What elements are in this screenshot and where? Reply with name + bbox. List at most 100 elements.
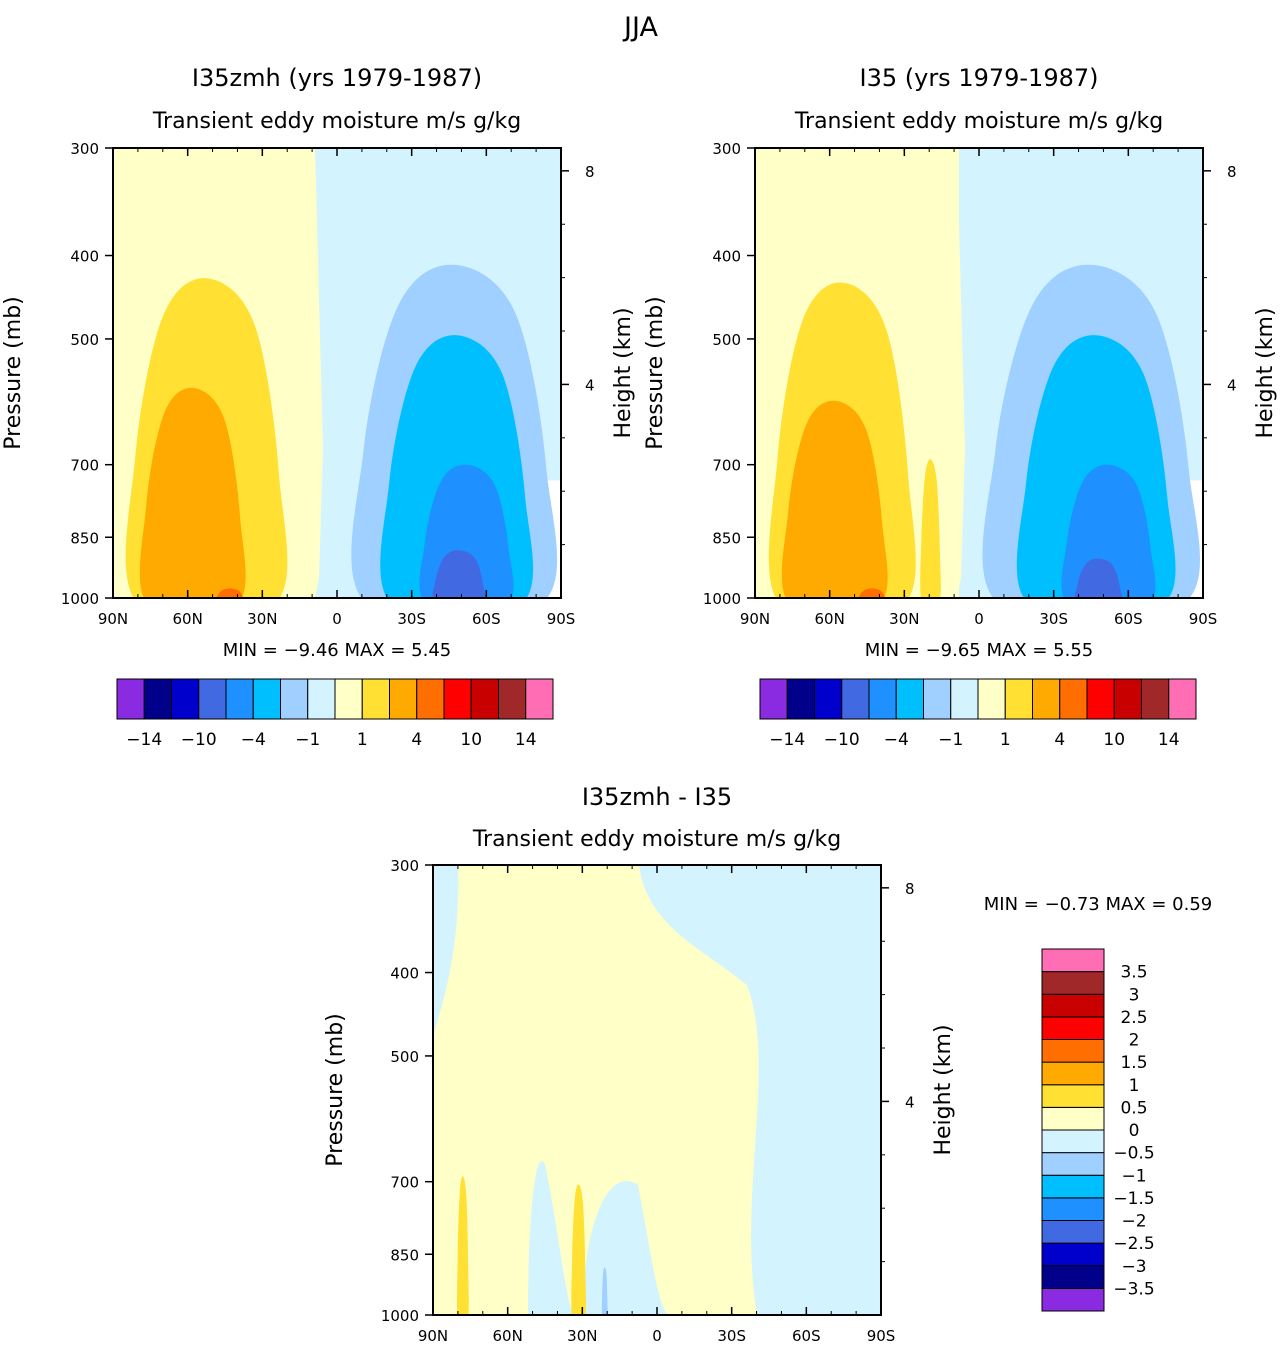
y2-tick-label: 4 [905,1093,915,1111]
colorbar-swatch [198,678,227,720]
min-max-label: MIN = −9.46 MAX = 5.45 [223,640,452,661]
colorbar-label: 2 [1129,1031,1140,1051]
contour-region-2 [216,588,244,598]
colorbar: −14 −10 −4 −1 1 4 10 14 [116,678,554,750]
y2-tick-label: 8 [585,163,595,181]
colorbar-swatch [841,678,870,720]
contour-field [433,865,881,1315]
x-tick-label: 60S [472,610,501,628]
colorbar-swatch [1041,1174,1105,1199]
colorbar-swatch [759,678,788,720]
chart-panel-2: 90N 60N 30N 0 30S 60S 90S 300 400 500 700 850 1000 4 8… [643,64,1278,750]
x-tick-label: 30N [889,610,919,628]
y-axis-label: Pressure (mb) [323,1013,348,1167]
colorbar-swatch [1113,678,1142,720]
y2-axis-label: Height (km) [611,307,636,438]
min-value: −0.73 [1039,894,1100,915]
contour-region-1 [571,1184,586,1315]
colorbar-label: 0.5 [1120,1098,1147,1118]
x-tick-label: 60N [493,1327,523,1345]
x-tick-label: 90N [740,610,770,628]
colorbar-swatch [361,678,390,720]
contour-region-1 [139,387,246,598]
max-value: 5.55 [1047,640,1093,661]
x-tick-label: 30S [397,610,426,628]
colorbar-label: −2 [1121,1212,1146,1232]
colorbar-swatch [1141,678,1170,720]
chart-title: I35zmh (yrs 1979-1987) [192,64,482,92]
colorbar-swatch [416,678,445,720]
x-tick-label: 30N [247,610,277,628]
x-tick-label: 90S [867,1327,896,1345]
y-tick-label: 400 [390,965,419,983]
y-tick-label: 300 [70,140,99,158]
y-tick-label: 400 [70,248,99,266]
y-tick-label: 850 [390,1246,419,1264]
colorbar-swatch [307,678,336,720]
colorbar-swatch [116,678,145,720]
colorbar-swatch [923,678,952,720]
colorbar-swatch [498,678,527,720]
colorbar-label: 1 [1129,1076,1140,1096]
colorbar-label: −14 [769,730,805,750]
colorbar-swatch [977,678,1006,720]
colorbar-label: −4 [241,730,266,750]
x-tick-label: 0 [332,610,342,628]
colorbar-swatch [895,678,924,720]
colorbar-label: 1 [357,730,368,750]
colorbar-swatch [252,678,281,720]
colorbar-swatch [1032,678,1061,720]
colorbar-label: 0 [1129,1121,1140,1141]
x-tick-label: 30N [567,1327,597,1345]
x-tick-label: 90N [418,1327,448,1345]
colorbar-swatch [1041,1197,1105,1221]
y-tick-label: 850 [712,529,741,547]
colorbar-label: 4 [1054,730,1065,750]
contour-field [113,148,561,598]
y2-axis-label: Height (km) [1253,307,1278,438]
colorbar-swatch [1168,678,1197,720]
region-negative-band [528,1160,573,1315]
y-tick-label: 300 [712,140,741,158]
region-negative [639,865,881,1315]
colorbar-swatch [1041,1287,1105,1312]
min-label: MIN = [865,640,920,661]
colorbar-label: 14 [1158,730,1180,750]
colorbar-swatch [1041,1084,1105,1108]
max-label: MAX = [1100,894,1167,915]
y-tick-label: 700 [70,457,99,475]
x-tick-label: 30S [717,1327,746,1345]
x-tick-label: 90S [1189,610,1218,628]
contour-field [755,148,1203,598]
min-max-label: MIN = −0.73 MAX = 0.59 [984,894,1213,915]
x-tick-label: 60N [815,610,845,628]
x-tick-label: 90N [98,610,128,628]
colorbar-swatch [950,678,979,720]
chart-subtitle: Transient eddy moisture m/s g/kg [152,109,521,134]
colorbar-label: −1 [295,730,320,750]
y-tick-label: 300 [390,857,419,875]
colorbar-label: −10 [181,730,217,750]
colorbar-label: 1 [1000,730,1011,750]
colorbar-swatch [786,678,815,720]
colorbar-swatch [443,678,472,720]
colorbar-swatch [225,678,254,720]
max-label: MAX = [981,640,1048,661]
colorbar-label: −4 [884,730,909,750]
y-tick-label: 500 [390,1048,419,1066]
colorbar-label: −1.5 [1113,1189,1154,1209]
colorbar-swatch [1041,1265,1105,1289]
contour-region-6 [1061,464,1156,598]
contour-region-2 [781,400,888,598]
max-value: 0.59 [1166,894,1212,915]
colorbar-label: 3.5 [1120,963,1147,983]
colorbar-label: 3 [1129,985,1140,1005]
x-tick-label: 60S [792,1327,821,1345]
colorbar-swatch [280,678,309,720]
y-tick-label: 500 [712,331,741,349]
max-label: MAX = [339,640,406,661]
x-tick-label: 0 [974,610,984,628]
colorbar-swatch [334,678,363,720]
x-tick-label: 0 [652,1327,662,1345]
